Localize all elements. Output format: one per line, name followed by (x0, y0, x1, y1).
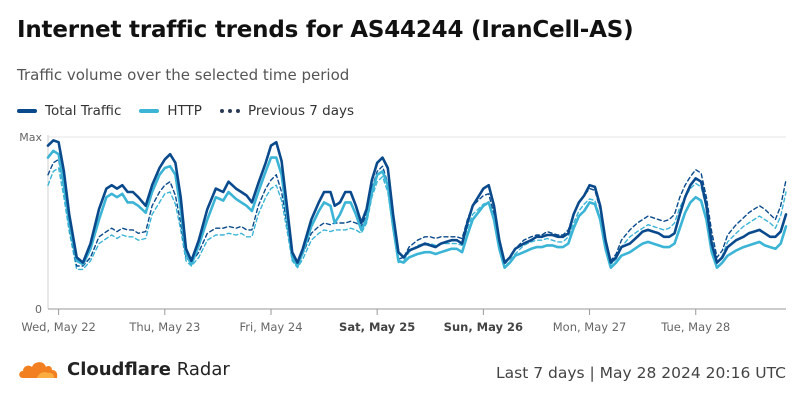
legend-swatch-previous (219, 109, 240, 113)
legend-item-total-traffic[interactable]: Total Traffic (17, 103, 121, 119)
legend-label-total: Total Traffic (45, 103, 122, 119)
x-tick-label-0: Wed, May 22 (21, 320, 95, 334)
series-line-total-traffic (46, 139, 788, 264)
series-line-http (46, 149, 788, 269)
x-tick-label-4: Sun, May 26 (444, 320, 523, 334)
cloudflare-cloud-icon (19, 362, 58, 378)
x-tick-label-1: Thu, May 23 (128, 320, 200, 334)
chart-legend: Total Traffic HTTP Previous 7 days (17, 103, 372, 119)
legend-item-http[interactable]: HTTP (139, 103, 202, 119)
brand-rest: Radar (176, 358, 230, 380)
series-line-previous-7-days (47, 158, 787, 267)
legend-swatch-http (139, 109, 160, 113)
legend-label-http: HTTP (167, 103, 202, 119)
brand-name: Cloudflare Radar (67, 359, 230, 380)
x-tick-label-5: Mon, May 27 (553, 320, 627, 334)
traffic-chart: Max 0 Wed, May 22 Thu, May 23 Fri, May 24 Sat… (19, 131, 788, 334)
time-range-label: Last 7 days | May 28 2024 20:16 UTC (496, 364, 786, 382)
series-line-previous-7-days-http (47, 167, 787, 271)
x-tick-label-2: Fri, May 24 (239, 320, 302, 334)
legend-swatch-total (17, 109, 37, 113)
brand-bold: Cloudflare (67, 358, 172, 380)
x-tick-label-6: Tue, May 28 (660, 320, 730, 334)
legend-item-previous-7-days[interactable]: Previous 7 days (219, 103, 355, 119)
y-tick-label-max: Max (19, 131, 42, 144)
x-tick-label-3: Sat, May 25 (339, 320, 415, 334)
page-title: Internet traffic trends for AS44244 (Ira… (17, 17, 634, 43)
cloudflare-radar-logo[interactable]: Cloudflare Radar (17, 358, 230, 380)
y-tick-label-zero: 0 (35, 303, 42, 316)
chart-subtitle: Traffic volume over the selected time pe… (17, 66, 350, 84)
legend-label-previous: Previous 7 days (247, 103, 355, 119)
